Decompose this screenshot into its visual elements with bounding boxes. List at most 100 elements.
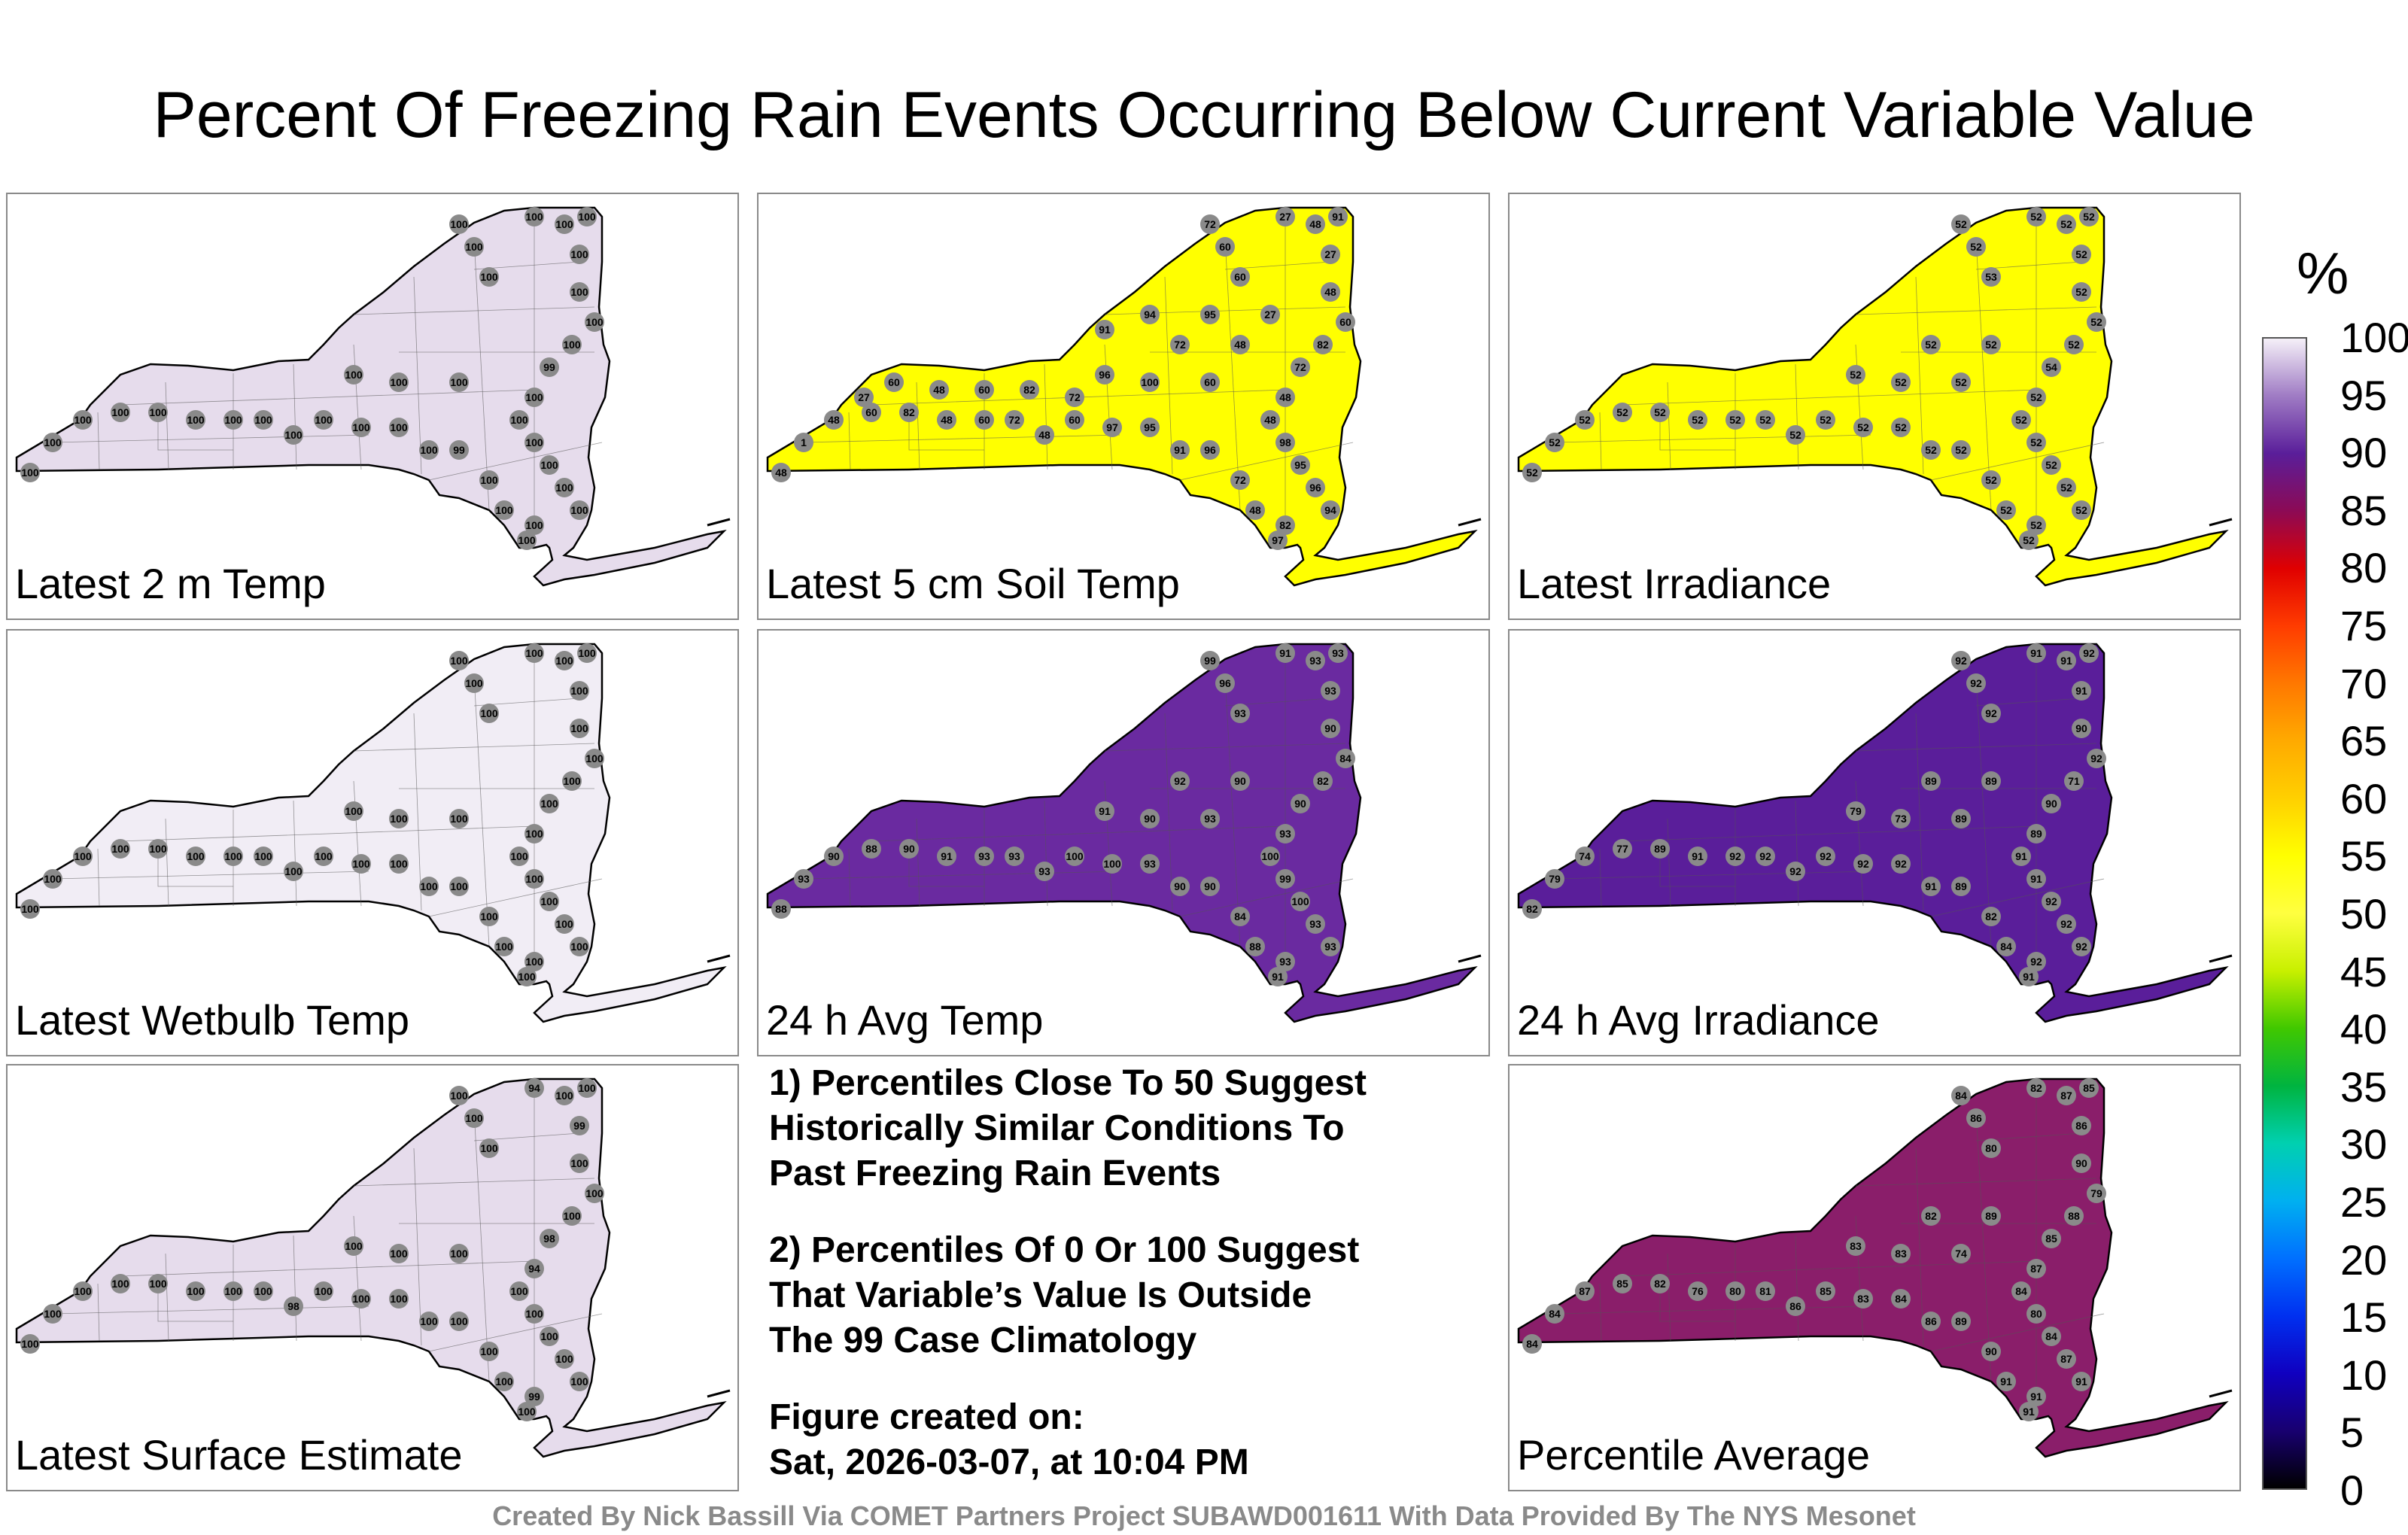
county-line	[803, 434, 1120, 443]
station-marker: 100	[585, 1184, 604, 1203]
station-marker: 100	[223, 410, 243, 430]
station-marker: 100	[314, 847, 333, 866]
station-value: 52	[2075, 286, 2087, 298]
station-marker: 82	[1650, 1274, 1670, 1293]
station-marker: 52	[2026, 515, 2046, 535]
station-value: 100	[315, 1285, 333, 1297]
station-value: 100	[510, 1285, 528, 1297]
station-marker: 99	[449, 440, 469, 460]
station-marker: 83	[1891, 1244, 1911, 1263]
station-marker: 100	[479, 704, 499, 723]
station-marker: 91	[1275, 643, 1295, 663]
station-value: 72	[1294, 361, 1306, 373]
county-line	[157, 1291, 233, 1322]
station-value: 92	[1985, 707, 1997, 719]
station-value: 84	[2015, 1285, 2027, 1297]
station-marker: 52	[1613, 403, 1632, 422]
station-value: 90	[1144, 813, 1156, 825]
county-line	[1599, 412, 1602, 470]
station-value: 84	[1895, 1293, 1907, 1305]
station-marker: 100	[524, 207, 544, 226]
station-value: 100	[74, 414, 92, 426]
county-line	[1622, 825, 2037, 842]
station-marker: 52	[1725, 410, 1745, 430]
station-value: 90	[1985, 1345, 1997, 1357]
county-line	[353, 306, 595, 315]
station-marker: 91	[1170, 440, 1190, 460]
station-marker: 94	[524, 1078, 544, 1098]
station-value: 48	[1324, 286, 1336, 298]
station-value: 93	[1008, 850, 1020, 862]
station-value: 96	[1309, 482, 1321, 494]
station-marker: 27	[1260, 305, 1280, 324]
station-marker: 52	[1951, 440, 1971, 460]
colorbar-tick-label: 40	[2340, 1005, 2388, 1053]
station-marker: 92	[2072, 937, 2091, 956]
station-marker: 48	[1260, 410, 1280, 430]
station-marker: 100	[43, 1304, 62, 1324]
station-value: 48	[941, 414, 953, 426]
station-marker: 100	[1065, 847, 1084, 866]
station-marker: 100	[254, 847, 273, 866]
map-panel-24h-avg-temp: 99 96 93 91 93 93 93 90 84 82 90 93 100 99 100 93 93 93 91…	[757, 629, 1490, 1056]
station-value: 100	[352, 1293, 370, 1305]
county-line	[1915, 713, 1924, 911]
station-marker: 99	[570, 1116, 589, 1135]
station-marker: 100	[570, 937, 589, 956]
station-marker: 92	[1756, 847, 1775, 866]
station-marker: 99	[540, 357, 559, 377]
station-value: 52	[2030, 211, 2042, 223]
station-marker: 52	[1786, 425, 1805, 445]
station-marker: 100	[479, 907, 499, 926]
station-marker: 90	[1200, 877, 1220, 896]
station-marker: 53	[1981, 267, 2001, 287]
ny-state-map: 8486808287858690798885878480848791919191…	[1517, 1078, 2233, 1458]
station-marker: 96	[1095, 365, 1114, 385]
station-marker: 100	[351, 854, 371, 874]
station-value: 100	[540, 798, 558, 810]
station-value: 84	[2045, 1330, 2057, 1342]
station-marker: 91	[1921, 877, 1941, 896]
station-marker: 73	[1891, 809, 1911, 828]
station-marker: 52	[1921, 440, 1941, 460]
station-value: 52	[1616, 406, 1628, 418]
station-marker: 100	[562, 771, 582, 791]
station-marker: 52	[2026, 207, 2046, 226]
station-marker: 100	[524, 388, 544, 407]
county-line	[120, 825, 535, 842]
station-marker: 79	[1846, 801, 1865, 821]
station-value: 95	[1294, 459, 1306, 471]
station-marker: 100	[1102, 854, 1122, 874]
county-line	[428, 1313, 603, 1352]
county-line	[1044, 800, 1048, 907]
station-marker: 52	[1688, 410, 1707, 430]
station-value: 82	[1654, 1278, 1666, 1290]
county-line	[1795, 363, 1799, 470]
station-value: 83	[1857, 1293, 1869, 1305]
station-value: 92	[1729, 850, 1741, 862]
station-marker: 100	[344, 801, 363, 821]
station-marker: 77	[1613, 839, 1632, 859]
station-value: 90	[1294, 798, 1306, 810]
station-value: 99	[528, 1391, 540, 1403]
station-value: 100	[525, 1308, 543, 1320]
station-value: 80	[2030, 1308, 2042, 1320]
station-marker: 100	[344, 365, 363, 385]
station-marker: 100	[111, 839, 130, 859]
station-marker: 60	[1065, 410, 1084, 430]
station-marker: 52	[1981, 335, 2001, 354]
station-value: 72	[1069, 391, 1081, 403]
station-marker: 60	[974, 410, 994, 430]
station-marker: 85	[2079, 1078, 2099, 1098]
station-value: 93	[1234, 707, 1246, 719]
station-marker: 85	[1613, 1274, 1632, 1293]
station-value: 100	[555, 1353, 573, 1365]
station-marker: 100	[20, 463, 40, 482]
station-value: 100	[420, 1315, 438, 1327]
station-value: 100	[284, 865, 303, 877]
station-value: 100	[420, 880, 438, 892]
station-value: 100	[1141, 376, 1159, 388]
colorbar-tick-label: 55	[2340, 832, 2388, 880]
station-value: 100	[585, 1187, 604, 1199]
station-value: 100	[563, 1210, 581, 1222]
